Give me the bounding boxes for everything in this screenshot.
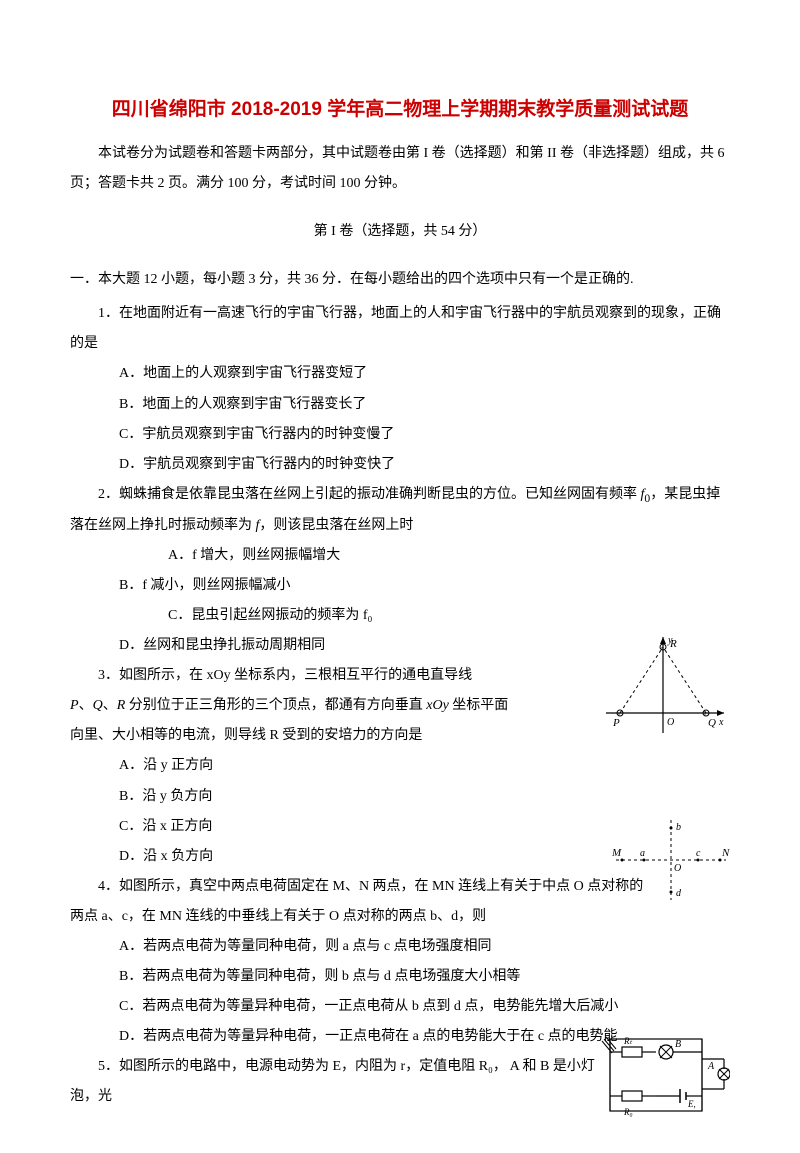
- label-c: c: [696, 848, 701, 859]
- q1-stem: 1．在地面附近有一高速飞行的宇宙飞行器，地面上的人和宇宙飞行器中的宇航员观察到的…: [70, 299, 730, 359]
- label-P: P: [612, 717, 620, 729]
- q3-optA: A．沿 y 正方向: [70, 751, 730, 781]
- exam-intro: 本试卷分为试题卷和答题卡两部分，其中试题卷由第 I 卷（选择题）和第 II 卷（…: [70, 139, 730, 199]
- svg-text:×: ×: [660, 646, 663, 652]
- label-O2: O: [674, 863, 681, 874]
- part1-text: 一．本大题 12 小题，每小题 3 分，共 36 分．在每小题给出的四个选项中只…: [70, 272, 634, 287]
- figure-circuit-icon: Rₜ R₀ B A E,: [600, 1031, 730, 1123]
- q4-optA: A．若两点电荷为等量同种电荷，则 a 点与 c 点电场强度相同: [70, 932, 730, 962]
- label-R0: R₀: [623, 1107, 633, 1117]
- label-Q: Q: [708, 717, 716, 729]
- q1-optD: D．宇航员观察到宇宙飞行器内的时钟变快了: [70, 450, 730, 480]
- label-A: A: [707, 1061, 715, 1072]
- label-B: B: [675, 1039, 681, 1050]
- section-1-head: 第 I 卷（选择题，共 54 分）: [70, 217, 730, 247]
- q2-optC: C．昆虫引起丝网振动的频率为 f₀: [119, 601, 436, 631]
- label-N: N: [721, 847, 730, 859]
- q4-line2: 两点 a、c，在 MN 连线的中垂线上有关于 O 点对称的两点 b、d，则: [70, 902, 730, 932]
- q2-stem: 2．蜘蛛捕食是依靠昆虫落在丝网上引起的振动准确判断昆虫的方位。已知丝网固有频率 …: [70, 480, 730, 541]
- q4-optB: B．若两点电荷为等量同种电荷，则 b 点与 d 点电场强度大小相等: [70, 962, 730, 992]
- label-E: E,: [687, 1099, 696, 1109]
- q2-stem-a: 2．蜘蛛捕食是依靠昆虫落在丝网上引起的振动准确判断昆虫的方位。已知丝网固有频率: [98, 487, 641, 502]
- svg-text:×: ×: [703, 712, 706, 718]
- part1-instructions: 一．本大题 12 小题，每小题 3 分，共 36 分．在每小题给出的四个选项中只…: [70, 265, 730, 295]
- label-x: x: [718, 717, 724, 728]
- q1-optB: B．地面上的人观察到宇宙飞行器变长了: [70, 390, 730, 420]
- q2-optA: A．f 增大，则丝网振幅增大: [119, 541, 436, 571]
- q2-optB: B．f 减小，则丝网振幅减小: [70, 571, 387, 601]
- q2-optD: D．丝网和昆虫挣扎振动周期相同: [70, 631, 387, 661]
- q2-stem-c: ，则该昆虫落在丝网上时: [259, 518, 413, 533]
- q2-optAB: A．f 增大，则丝网振幅增大 B．f 减小，则丝网振幅减小: [70, 541, 730, 601]
- q1-optC: C．宇航员观察到宇宙飞行器内的时钟变慢了: [70, 420, 730, 450]
- label-d: d: [676, 888, 682, 899]
- figure-triangle-icon: × × × P Q R O x y: [598, 633, 728, 743]
- label-b: b: [676, 822, 681, 833]
- label-O: O: [667, 717, 674, 728]
- q4-optC: C．若两点电荷为等量异种电荷，一正点电荷从 b 点到 d 点，电势能先增大后减小: [70, 992, 730, 1022]
- label-a: a: [640, 848, 645, 859]
- q1-optA: A．地面上的人观察到宇宙飞行器变短了: [70, 359, 730, 389]
- label-y: y: [667, 635, 673, 646]
- q3-optB: B．沿 y 负方向: [70, 782, 730, 812]
- exam-title: 四川省绵阳市 2018-2019 学年高二物理上学期期末教学质量测试试题: [70, 90, 730, 131]
- label-Rt: Rₜ: [623, 1036, 632, 1046]
- exam-page: 四川省绵阳市 2018-2019 学年高二物理上学期期末教学质量测试试题 本试卷…: [0, 0, 800, 1153]
- label-M: M: [612, 847, 622, 859]
- figure-mn-icon: M N a c b d O: [612, 814, 730, 906]
